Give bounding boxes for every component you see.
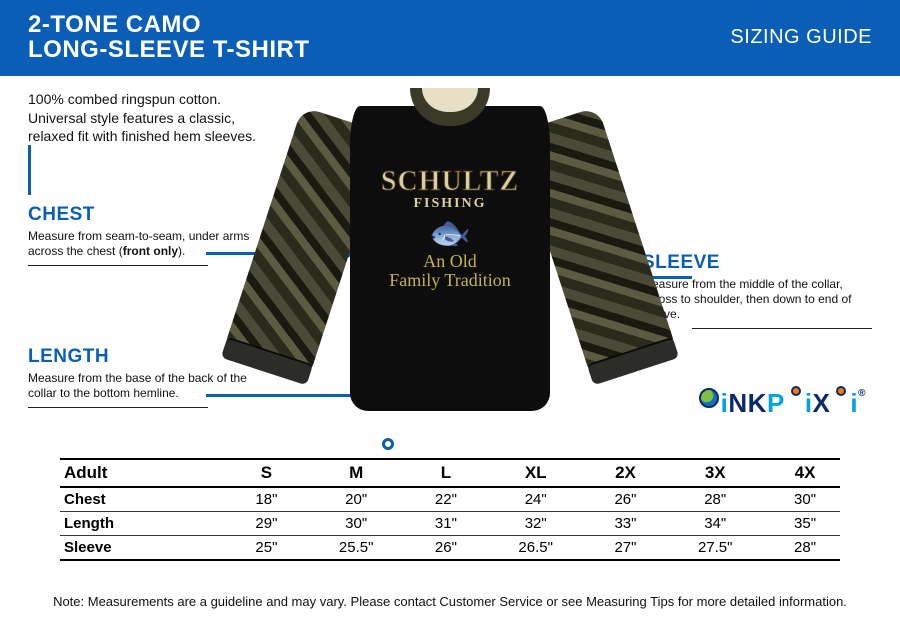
size-table-wrap: Adult S M L XL 2X 3X 4X Chest 18" 20" 22… — [60, 458, 840, 561]
print-script-2: Family Tradition — [370, 271, 530, 290]
size-col: L — [411, 459, 481, 487]
cell: 34" — [660, 512, 770, 536]
cell: 20" — [301, 487, 411, 512]
table-header-label: Adult — [60, 459, 231, 487]
print-brand: SCHULTZ — [370, 166, 530, 198]
row-label: Sleeve — [60, 536, 231, 561]
shirt-illustration: SCHULTZ FISHING 🐟 An Old Family Traditio… — [240, 76, 660, 446]
globe-icon — [699, 388, 719, 408]
callout-sleeve-title: SLEEVE — [642, 252, 872, 274]
print-sub: FISHING — [370, 196, 530, 212]
title-line-1: 2-TONE CAMO — [28, 11, 201, 38]
cell: 26" — [591, 487, 661, 512]
size-table: Adult S M L XL 2X 3X 4X Chest 18" 20" 22… — [60, 458, 840, 561]
print-script-1: An Old — [370, 252, 530, 271]
callout-length-rule — [28, 407, 208, 408]
cell: 26.5" — [481, 536, 591, 561]
product-title: 2-TONE CAMO LONG-SLEEVE T-SHIRT — [28, 12, 310, 62]
cell: 25" — [231, 536, 301, 561]
callout-chest-rule — [28, 265, 208, 266]
size-col: XL — [481, 459, 591, 487]
cell: 24" — [481, 487, 591, 512]
cell: 32" — [481, 512, 591, 536]
cell: 25.5" — [301, 536, 411, 561]
product-description: 100% combed ringspun cotton. Universal s… — [28, 90, 268, 145]
shirt-print: SCHULTZ FISHING 🐟 An Old Family Traditio… — [370, 166, 530, 290]
size-col: M — [301, 459, 411, 487]
cell: 27.5" — [660, 536, 770, 561]
callout-chest: CHEST Measure from seam-to-seam, under a… — [28, 204, 258, 266]
fish-icon: 🐟 — [370, 216, 530, 250]
shirt-cuff-right — [587, 337, 679, 386]
cell: 29" — [231, 512, 301, 536]
cell: 22" — [411, 487, 481, 512]
header-bar: 2-TONE CAMO LONG-SLEEVE T-SHIRT SIZING G… — [0, 0, 900, 76]
row-label: Length — [60, 512, 231, 536]
dot-icon — [791, 386, 801, 396]
cell: 35" — [770, 512, 840, 536]
cell: 31" — [411, 512, 481, 536]
dot-icon — [836, 386, 846, 396]
size-col: 2X — [591, 459, 661, 487]
callout-sleeve-text: Measure from the middle of the collar, a… — [642, 277, 872, 322]
cell: 30" — [770, 487, 840, 512]
cell: 30" — [301, 512, 411, 536]
cell: 33" — [591, 512, 661, 536]
title-line-2: LONG-SLEEVE T-SHIRT — [28, 36, 310, 63]
table-header-row: Adult S M L XL 2X 3X 4X — [60, 459, 840, 487]
table-row: Length 29" 30" 31" 32" 33" 34" 35" — [60, 512, 840, 536]
cell: 27" — [591, 536, 661, 561]
size-col: 3X — [660, 459, 770, 487]
sizing-guide-label: SIZING GUIDE — [730, 26, 872, 49]
footnote: Note: Measurements are a guideline and m… — [0, 594, 900, 609]
cell: 26" — [411, 536, 481, 561]
callout-sleeve-rule — [692, 328, 872, 329]
cell: 28" — [660, 487, 770, 512]
callout-chest-title: CHEST — [28, 204, 258, 226]
row-label: Chest — [60, 487, 231, 512]
table-row: Chest 18" 20" 22" 24" 26" 28" 30" — [60, 487, 840, 512]
cell: 28" — [770, 536, 840, 561]
brand-logo: iNKPiXi® — [701, 388, 866, 419]
table-row: Sleeve 25" 25.5" 26" 26.5" 27" 27.5" 28" — [60, 536, 840, 561]
callout-sleeve: SLEEVE Measure from the middle of the co… — [642, 252, 872, 329]
measure-line-length-v — [28, 145, 31, 195]
cell: 18" — [231, 487, 301, 512]
size-col: 4X — [770, 459, 840, 487]
size-col: S — [231, 459, 301, 487]
